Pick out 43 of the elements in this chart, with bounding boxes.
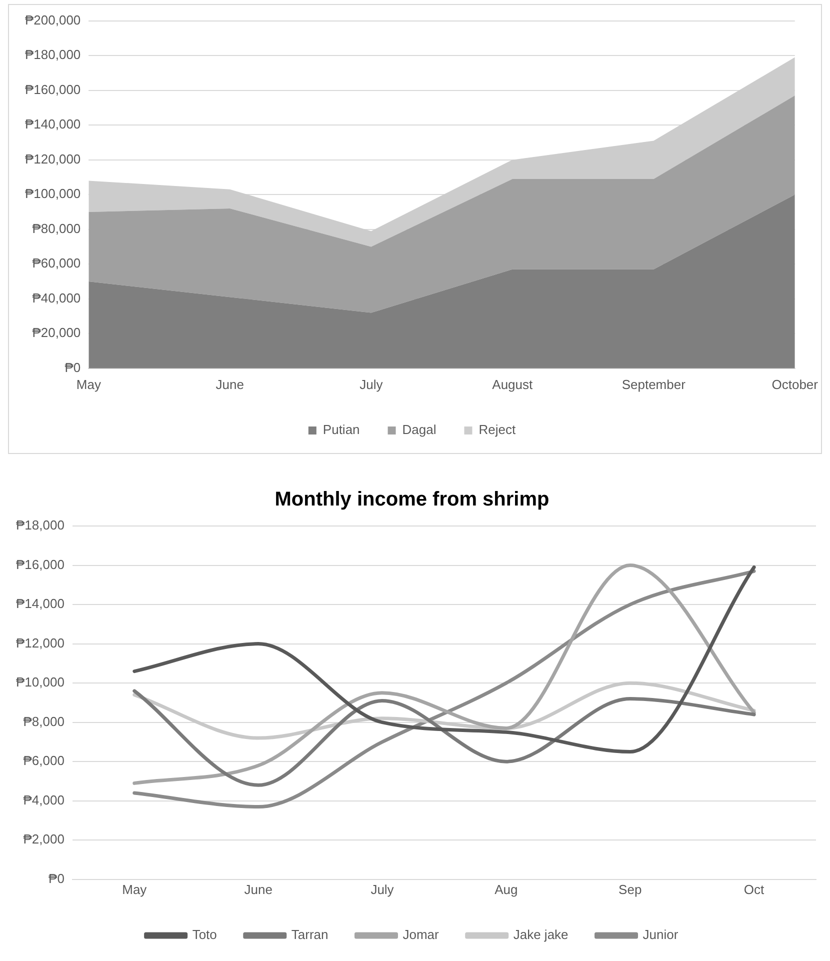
y-tick-label: ₱2,000 — [23, 832, 64, 847]
y-tick-label: ₱18,000 — [16, 518, 64, 533]
legend-label: Reject — [478, 422, 516, 438]
x-tick-label: July — [360, 376, 384, 392]
line-series — [132, 689, 756, 787]
legend-label: Putian — [322, 422, 360, 438]
y-tick-label: ₱6,000 — [23, 753, 64, 768]
x-tick-label: August — [492, 376, 534, 392]
x-tick-label: October — [772, 376, 819, 392]
x-tick-label: May — [76, 376, 102, 392]
y-tick-label: ₱12,000 — [16, 635, 64, 650]
y-tick-label: ₱0 — [64, 360, 81, 375]
y-tick-label: ₱40,000 — [32, 290, 81, 306]
y-tick-label: ₱4,000 — [23, 792, 64, 808]
y-tick-label: ₱8,000 — [23, 714, 64, 729]
y-tick-label: ₱10,000 — [16, 674, 64, 690]
legend-label: Toto — [192, 927, 217, 942]
x-tick-label: June — [216, 376, 244, 392]
x-tick-label: June — [244, 882, 272, 897]
x-tick-label: Aug — [494, 882, 518, 897]
y-tick-label: ₱180,000 — [24, 47, 81, 62]
y-tick-label: ₱14,000 — [16, 596, 64, 612]
y-tick-label: ₱200,000 — [24, 12, 81, 28]
y-tick-label: ₱20,000 — [32, 325, 81, 340]
y-tick-label: ₱60,000 — [32, 256, 81, 271]
x-tick-label: July — [370, 882, 394, 897]
x-tick-label: Oct — [744, 882, 765, 897]
legend-label: Jake jake — [513, 927, 568, 942]
chart-title: Monthly income from shrimp — [274, 488, 550, 511]
y-tick-label: ₱80,000 — [32, 220, 81, 236]
x-tick-label: September — [622, 376, 686, 392]
y-tick-label: ₱140,000 — [24, 116, 81, 132]
y-tick-label: ₱120,000 — [24, 151, 81, 166]
legend-label: Junior — [642, 927, 679, 942]
legend-label: Tarran — [291, 927, 328, 942]
legend-label: Jomar — [402, 927, 440, 942]
x-tick-label: May — [122, 882, 148, 897]
legend-label: Dagal — [402, 422, 436, 438]
y-tick-label: ₱0 — [48, 870, 64, 886]
y-tick-label: ₱16,000 — [16, 556, 64, 572]
x-tick-label: Sep — [618, 882, 642, 897]
y-tick-label: ₱160,000 — [24, 82, 81, 97]
y-tick-label: ₱100,000 — [24, 186, 81, 202]
